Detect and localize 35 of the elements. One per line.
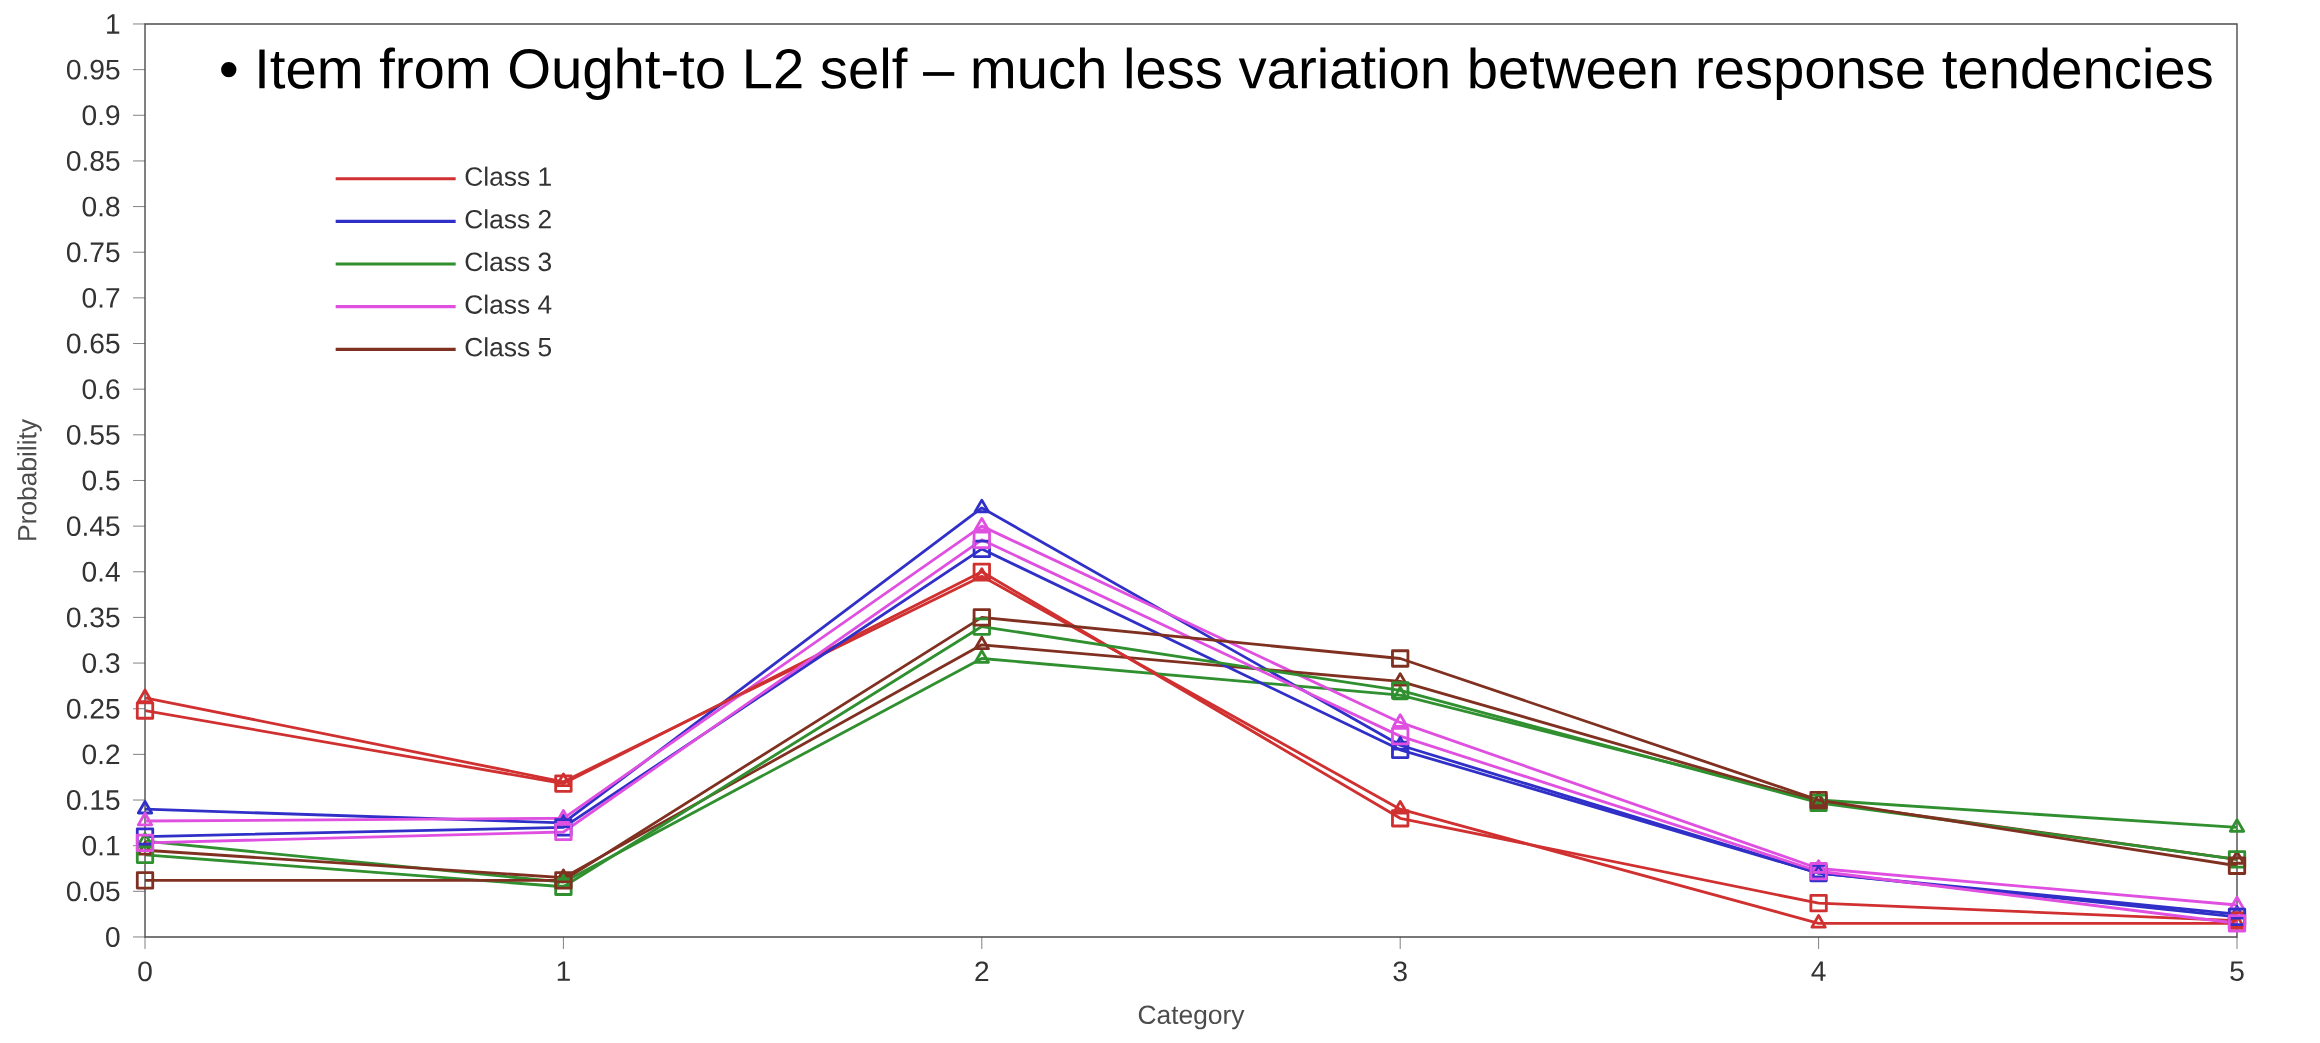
- y-tick-label: 0.5: [82, 470, 120, 491]
- y-tick-label: 0.65: [66, 333, 120, 354]
- x-tick-label: 2: [975, 961, 989, 982]
- x-tick-label: 5: [2230, 961, 2244, 982]
- y-tick-label: 0: [106, 927, 120, 947]
- y-tick-label: 0.25: [66, 698, 120, 719]
- legend-label: Class 5: [465, 337, 552, 357]
- y-tick-label: 0.95: [66, 59, 120, 80]
- legend-label: Class 3: [465, 251, 551, 272]
- y-tick-label: 0.7: [82, 287, 120, 308]
- x-axis-title: Category: [1138, 1005, 1245, 1030]
- y-tick-label: 0.85: [66, 151, 120, 171]
- legend-label: Class 2: [465, 209, 551, 229]
- y-tick-label: 0.2: [82, 744, 120, 765]
- x-tick-label: 0: [138, 961, 152, 982]
- y-tick-label: 0.75: [66, 242, 120, 263]
- y-tick-label: 0.9: [82, 105, 120, 126]
- y-tick-label: 0.6: [82, 379, 120, 400]
- x-tick-label: 4: [1811, 961, 1826, 981]
- legend-label: Class 4: [465, 294, 552, 314]
- chart-title: • Item from Ought-to L2 self – much less variation between response tendencies: [221, 47, 2212, 100]
- y-tick-label: 0.45: [66, 516, 120, 537]
- x-tick-label: 3: [1393, 961, 1407, 982]
- y-tick-label: 0.15: [66, 790, 120, 810]
- y-tick-label: 0.3: [82, 653, 120, 674]
- y-tick-label: 0.4: [82, 561, 120, 582]
- legend-label: Class 1: [465, 166, 551, 186]
- x-tick-label: 1: [557, 961, 570, 981]
- y-tick-label: 1: [107, 14, 120, 34]
- y-tick-label: 0.8: [82, 196, 120, 217]
- y-tick-label: 0.55: [66, 424, 120, 445]
- y-tick-label: 0.35: [66, 607, 120, 628]
- y-tick-label: 0.05: [66, 881, 120, 902]
- y-axis-title: Probability: [17, 419, 42, 540]
- y-tick-label: 0.1: [82, 835, 120, 856]
